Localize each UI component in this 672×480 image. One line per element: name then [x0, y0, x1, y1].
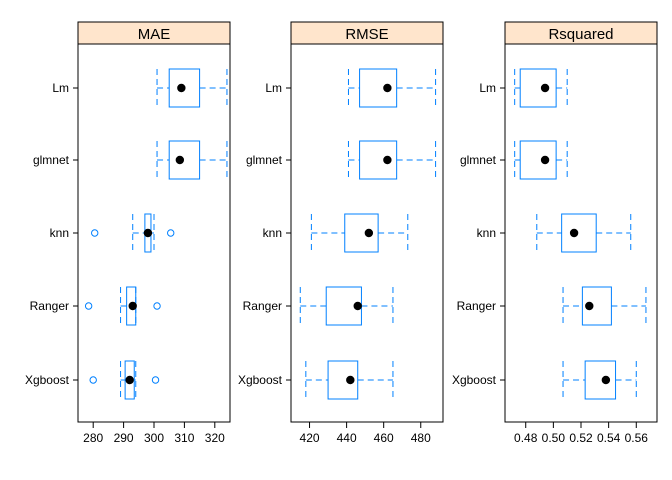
- x-tick-label: 0.48: [514, 431, 538, 445]
- x-tick-label: 420: [300, 431, 320, 445]
- panel-rsquared: Rsquared 0.48 0.50 0.52 0.54 0.56 Lm glmnet knn R…: [452, 21, 658, 445]
- category-label: knn: [50, 226, 69, 240]
- box-ranger: [562, 286, 647, 326]
- box-iqr: [519, 140, 557, 180]
- panel-title: RMSE: [345, 26, 388, 43]
- category-label: knn: [263, 226, 282, 240]
- panel-frame: [504, 43, 658, 423]
- box-knn: [536, 213, 632, 253]
- x-tick-label: 480: [411, 431, 431, 445]
- box-glmnet: [156, 140, 228, 180]
- panel-rmse: RMSE 420 440 460 480 Lm glmnet knn Ranger Xgboost: [238, 21, 444, 445]
- box-iqr: [327, 360, 359, 400]
- median-dot: [175, 155, 185, 165]
- box-ranger: [84, 286, 161, 326]
- box-iqr: [124, 360, 135, 400]
- category-label: Lm: [265, 81, 282, 95]
- outlier-point: [153, 302, 161, 310]
- outlier-point: [91, 229, 99, 237]
- median-dot: [364, 228, 374, 238]
- median-dot: [540, 155, 550, 165]
- box-lm: [156, 68, 228, 108]
- box-iqr: [168, 68, 201, 108]
- category-label: glmnet: [460, 153, 497, 167]
- outlier-point: [89, 376, 97, 384]
- median-dot: [383, 155, 392, 165]
- x-tick-label: 290: [114, 431, 134, 445]
- box-xgboost: [305, 360, 394, 400]
- category-label: knn: [477, 226, 496, 240]
- x-tick-label: 0.52: [569, 431, 593, 445]
- box-iqr: [581, 286, 612, 326]
- x-tick-label: 460: [374, 431, 394, 445]
- box-iqr: [519, 68, 557, 108]
- box-iqr: [584, 360, 617, 400]
- box-ranger: [299, 286, 394, 326]
- box-iqr: [359, 140, 398, 180]
- box-knn: [310, 213, 409, 253]
- outlier-point: [84, 302, 93, 310]
- x-tick-label: 440: [337, 431, 357, 445]
- panel-title: Rsquared: [548, 26, 613, 43]
- median-dot: [601, 375, 611, 385]
- median-dot: [540, 83, 550, 93]
- median-dot: [177, 83, 186, 93]
- box-xgboost: [89, 360, 160, 400]
- category-label: glmnet: [246, 153, 283, 167]
- panel-title: MAE: [138, 26, 171, 43]
- x-tick-label: 300: [144, 431, 164, 445]
- category-label: Ranger: [457, 299, 496, 313]
- median-dot: [383, 83, 392, 93]
- box-lm: [514, 68, 568, 108]
- box-knn: [91, 213, 175, 253]
- box-iqr: [168, 140, 201, 180]
- median-dot: [346, 375, 355, 385]
- outlier-point: [167, 229, 175, 237]
- box-lm: [347, 68, 437, 108]
- box-iqr: [561, 213, 597, 253]
- outlier-point: [151, 376, 160, 384]
- category-label: glmnet: [33, 153, 70, 167]
- box-iqr: [359, 68, 398, 108]
- category-label: Xgboost: [25, 373, 70, 387]
- box-iqr: [344, 213, 379, 253]
- box-glmnet: [514, 140, 568, 180]
- category-label: Ranger: [243, 299, 282, 313]
- category-label: Xgboost: [238, 373, 283, 387]
- median-dot: [585, 301, 594, 311]
- category-label: Lm: [52, 81, 69, 95]
- category-label: Xgboost: [452, 373, 497, 387]
- category-label: Lm: [479, 81, 496, 95]
- median-dot: [353, 301, 362, 311]
- box-glmnet: [347, 140, 437, 180]
- x-tick-label: 280: [83, 431, 103, 445]
- x-tick-label: 0.50: [542, 431, 566, 445]
- x-tick-label: 0.56: [625, 431, 649, 445]
- median-dot: [125, 375, 134, 385]
- x-tick-label: 320: [205, 431, 225, 445]
- x-tick-label: 310: [174, 431, 194, 445]
- category-label: Ranger: [30, 299, 69, 313]
- median-dot: [143, 228, 153, 238]
- box-xgboost: [562, 360, 637, 400]
- panel-mae: MAE 280 290 300 310 320 Lm glmnet knn Ranger Xgboo…: [25, 21, 231, 445]
- x-tick-label: 0.54: [597, 431, 621, 445]
- median-dot: [128, 301, 137, 311]
- median-dot: [569, 228, 579, 238]
